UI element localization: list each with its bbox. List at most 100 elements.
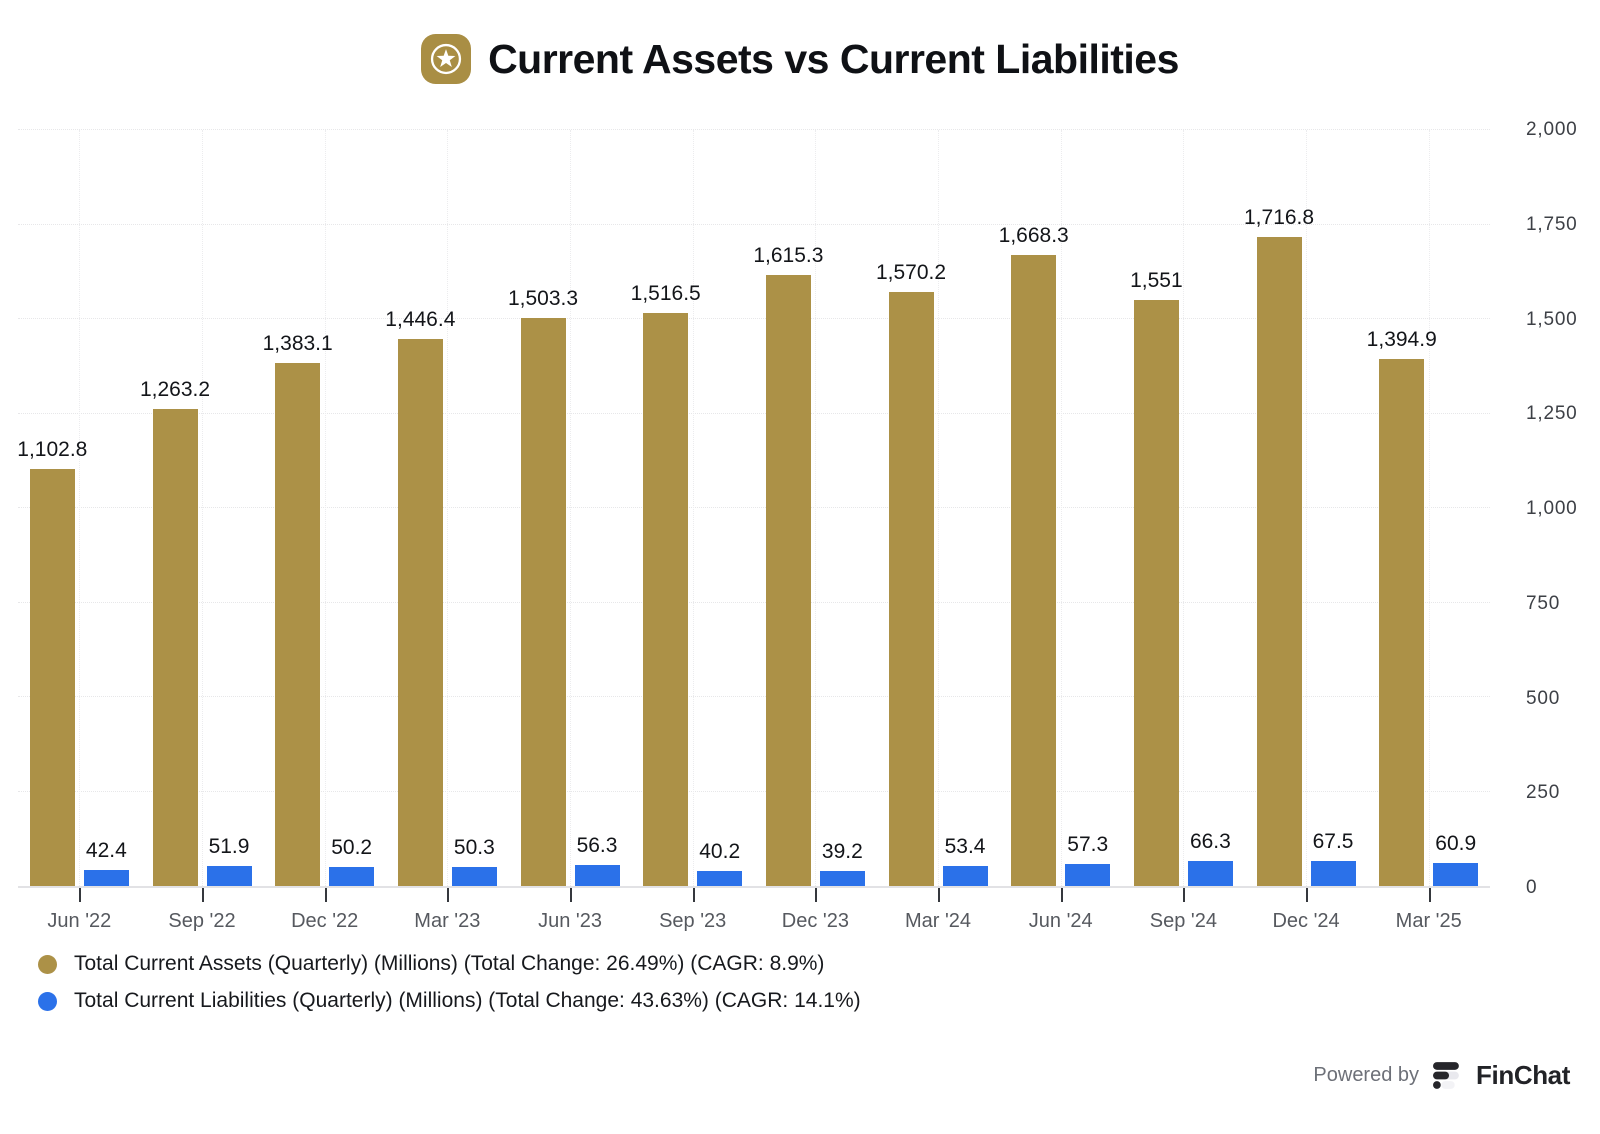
x-axis-label-Sep '22: Sep '22 <box>168 910 236 932</box>
y-axis: 2,000 1,750 1,500 1,250 1,000 750 500 250 0 <box>1526 119 1600 898</box>
liabilities-bar-Sep '22[interactable]: 51.9 <box>206 835 252 886</box>
liabilities-bar-Mar '24[interactable]: 53.4 <box>942 835 988 886</box>
assets-bar-Dec '24[interactable]: 1,716.8 <box>1244 206 1314 886</box>
powered-by-label: Powered by <box>1313 1064 1420 1086</box>
liabilities-value-label: 53.4 <box>944 834 986 858</box>
finchat-logo-icon <box>1433 1062 1459 1089</box>
bar-pair: 1,716.8 67.5 <box>1244 130 1368 886</box>
assets-bar-Jun '22[interactable]: 1,102.8 <box>17 438 87 886</box>
liabilities-value-label: 57.3 <box>1067 833 1109 857</box>
assets-value-label: 1,394.9 <box>1366 327 1437 351</box>
category-Mar '25: 1,394.9 60.9 Mar '25 <box>1367 130 1490 932</box>
assets-legend-label: Total Current Assets (Quarterly) (Millio… <box>74 952 825 975</box>
bar-pair: 1,446.4 50.3 <box>385 130 509 886</box>
vertical-gridline <box>202 130 203 886</box>
assets-bar-Mar '23[interactable]: 1,446.4 <box>385 308 455 886</box>
assets-value-label: 1,383.1 <box>262 332 333 356</box>
assets-bar-Sep '23[interactable]: 1,516.5 <box>631 282 701 886</box>
assets-bar-Dec '22[interactable]: 1,383.1 <box>263 332 333 886</box>
vertical-gridline <box>570 130 572 886</box>
assets-legend-swatch <box>38 954 57 974</box>
liabilities-value-label: 50.3 <box>453 836 495 859</box>
chart-header: Current Assets vs Current Liabilities <box>0 34 1600 84</box>
liabilities-value-label: 56.3 <box>576 833 618 857</box>
liabilities-bar-Jun '24[interactable]: 57.3 <box>1065 833 1111 886</box>
category-Jun '24: 1,668.3 57.3 Jun '24 <box>999 130 1122 932</box>
x-axis-label-Mar '25: Mar '25 <box>1395 910 1462 932</box>
y-tick-label-0: 0 <box>1526 877 1538 898</box>
y-tick-label-1,000: 1,000 <box>1526 498 1578 519</box>
y-tick-label-500: 500 <box>1526 687 1561 709</box>
x-axis-tick <box>202 888 204 902</box>
vertical-gridline <box>1306 130 1308 886</box>
assets-bar-Jun '23[interactable]: 1,503.3 <box>508 287 578 886</box>
x-axis-tick <box>692 888 695 902</box>
legend-item-assets[interactable]: Total Current Assets (Quarterly) (Millio… <box>38 952 861 976</box>
assets-bar-Sep '24[interactable]: 1,551 <box>1130 269 1183 886</box>
liabilities-value-label: 42.4 <box>85 838 127 862</box>
category-Mar '23: 1,446.4 50.3 Mar '23 <box>385 130 509 932</box>
bar-groups: 1,102.8 42.4 Jun '22 1,263.2 51.9 Sep '22 1,38… <box>17 130 1490 932</box>
vertical-gridline <box>1183 130 1185 886</box>
assets-bar-Mar '24[interactable]: 1,570.2 <box>876 261 946 886</box>
assets-value-label: 1,503.3 <box>507 286 579 310</box>
liabilities-value-label: 40.2 <box>699 839 741 863</box>
assets-value-label: 1,570.2 <box>875 261 947 285</box>
gridline-500 <box>18 696 1490 697</box>
liabilities-bar-Jun '23[interactable]: 56.3 <box>574 834 620 886</box>
assets-value-label: 1,716.8 <box>1244 206 1315 230</box>
liabilities-legend-label: Total Current Liabilities (Quarterly) (M… <box>74 989 861 1012</box>
assets-value-label: 1,551 <box>1130 268 1183 292</box>
x-axis-tick <box>570 888 573 902</box>
x-axis-label-Dec '22: Dec '22 <box>291 910 359 932</box>
y-tick-label-1,500: 1,500 <box>1526 308 1578 330</box>
assets-bar-Jun '24[interactable]: 1,668.3 <box>999 224 1069 886</box>
assets-value-label: 1,102.8 <box>17 438 88 462</box>
category-Sep '22: 1,263.2 51.9 Sep '22 <box>140 130 264 932</box>
gridline-1250 <box>18 412 1490 414</box>
assets-value-label: 1,615.3 <box>753 244 824 268</box>
vertical-gridline <box>1428 130 1430 886</box>
assets-bar-Mar '25[interactable]: 1,394.9 <box>1367 328 1437 886</box>
liabilities-bar-Mar '25[interactable]: 60.9 <box>1433 832 1479 886</box>
x-axis-label-Jun '23: Jun '23 <box>538 910 602 932</box>
gridline-750 <box>18 601 1490 603</box>
bar-pair: 1,383.1 50.2 <box>263 130 386 886</box>
bar-pair: 1,102.8 42.4 <box>17 130 141 886</box>
x-axis-tick <box>815 888 818 902</box>
liabilities-bar-Dec '22[interactable]: 50.2 <box>329 836 375 886</box>
liabilities-bar-Dec '24[interactable]: 67.5 <box>1310 830 1356 886</box>
x-axis-tick <box>447 888 450 902</box>
legend: Total Current Assets (Quarterly) (Millio… <box>38 952 861 1013</box>
x-axis-label-Mar '24: Mar '24 <box>904 910 972 932</box>
liabilities-value-label: 66.3 <box>1189 829 1231 853</box>
category-Jun '22: 1,102.8 42.4 Jun '22 <box>17 130 141 932</box>
assets-value-label: 1,516.5 <box>630 281 701 305</box>
gridline-1500 <box>18 318 1490 319</box>
vertical-gridline <box>692 130 694 886</box>
y-tick-label-2,000: 2,000 <box>1526 119 1578 140</box>
category-Sep '23: 1,516.5 40.2 Sep '23 <box>631 130 754 932</box>
assets-bar-Sep '22[interactable]: 1,263.2 <box>140 378 210 886</box>
assets-bar-Dec '23[interactable]: 1,615.3 <box>753 244 823 886</box>
finchat-brand-name: FinChat <box>1476 1060 1570 1090</box>
category-Mar '24: 1,570.2 53.4 Mar '24 <box>876 130 1000 932</box>
liabilities-bar-Sep '23[interactable]: 40.2 <box>697 840 743 886</box>
vertical-gridline <box>1060 130 1062 886</box>
liabilities-bar-Sep '24[interactable]: 66.3 <box>1187 830 1233 886</box>
assets-value-label: 1,263.2 <box>139 377 211 401</box>
liabilities-bar-Jun '22[interactable]: 42.4 <box>83 839 129 886</box>
liabilities-bar-Dec '23[interactable]: 39.2 <box>819 840 865 886</box>
liabilities-bar-Mar '23[interactable]: 50.3 <box>451 836 497 886</box>
legend-item-liabilities[interactable]: Total Current Liabilities (Quarterly) (M… <box>38 989 861 1013</box>
category-Jun '23: 1,503.3 56.3 Jun '23 <box>508 130 632 932</box>
liabilities-value-label: 51.9 <box>208 835 250 859</box>
plot-area: 1,102.8 42.4 Jun '22 1,263.2 51.9 Sep '22 1,38… <box>17 129 1490 932</box>
vertical-gridline <box>815 130 817 886</box>
gridline-2000 <box>18 129 1490 130</box>
chart-title: Current Assets vs Current Liabilities <box>488 35 1179 82</box>
x-axis-label-Jun '24: Jun '24 <box>1028 910 1093 932</box>
x-axis-tick <box>938 888 941 902</box>
y-tick-label-1,250: 1,250 <box>1526 403 1578 425</box>
